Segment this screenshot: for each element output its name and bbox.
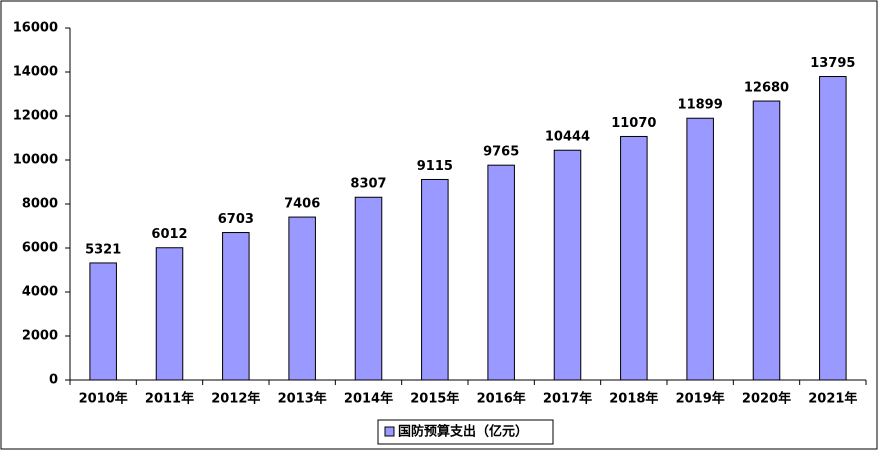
y-tick-label: 10000	[13, 153, 58, 168]
x-tick-label: 2011年	[145, 391, 194, 407]
legend-swatch	[384, 426, 395, 437]
y-tick-label: 14000	[13, 65, 58, 80]
bar	[620, 135, 648, 381]
x-tick-label: 2017年	[543, 391, 592, 407]
y-tick-label: 0	[49, 373, 58, 388]
data-label: 9765	[483, 145, 519, 160]
data-label: 5321	[85, 242, 121, 257]
x-tick-label: 2014年	[344, 391, 393, 407]
data-label: 13795	[810, 56, 855, 71]
bar	[487, 164, 515, 381]
bar	[819, 76, 847, 381]
bar	[421, 178, 449, 381]
bar	[553, 149, 582, 381]
y-tick-label: 4000	[22, 285, 58, 300]
data-label: 9115	[417, 159, 453, 174]
x-tick-label: 2018年	[609, 391, 658, 407]
bar	[354, 196, 383, 381]
legend-box	[377, 419, 554, 445]
y-tick-label: 12000	[13, 109, 58, 124]
bar	[686, 117, 714, 381]
x-tick-label: 2021年	[808, 391, 857, 407]
data-label: 7406	[284, 197, 320, 212]
bar	[155, 247, 184, 381]
x-tick-label: 2015年	[410, 391, 459, 407]
x-tick-label: 2010年	[79, 391, 128, 407]
bar	[222, 232, 250, 381]
x-tick-label: 2020年	[742, 391, 791, 407]
legend-label: 国防预算支出（亿元）	[398, 424, 528, 440]
bar	[288, 216, 316, 381]
data-label: 6703	[218, 212, 254, 227]
data-label: 10444	[545, 130, 590, 145]
data-label: 12680	[744, 81, 789, 96]
x-tick-label: 2013年	[278, 391, 327, 407]
y-tick-label: 2000	[22, 329, 58, 344]
bar	[752, 100, 781, 381]
x-tick-label: 2019年	[676, 391, 725, 407]
y-tick-label: 6000	[22, 241, 58, 256]
y-tick-label: 16000	[13, 21, 58, 36]
x-tick-label: 2012年	[211, 391, 260, 407]
x-tick-label: 2016年	[477, 391, 526, 407]
data-label: 11070	[611, 116, 656, 131]
data-label: 8307	[350, 177, 386, 192]
data-label: 11899	[678, 98, 723, 113]
data-label: 6012	[151, 227, 187, 242]
y-tick-label: 8000	[22, 197, 58, 212]
bar	[89, 262, 117, 381]
